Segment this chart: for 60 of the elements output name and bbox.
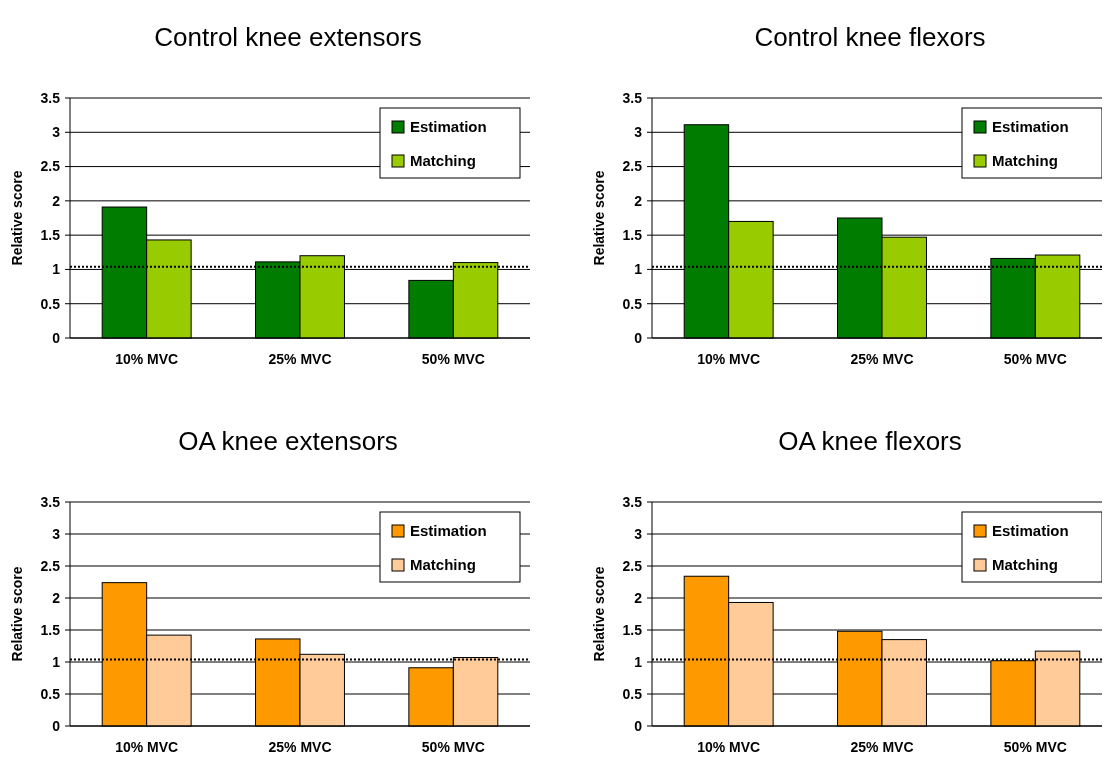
y-tick-label: 3 xyxy=(634,525,643,542)
chart-title: Control knee flexors xyxy=(754,22,986,52)
x-tick-label: 10% MVC xyxy=(697,351,761,367)
y-tick-label: 3 xyxy=(634,124,643,141)
y-tick-label: 0.5 xyxy=(40,685,61,702)
y-tick-label: 1.5 xyxy=(40,621,61,638)
y-tick-label: 0 xyxy=(52,717,61,734)
legend-label: Estimation xyxy=(410,118,487,136)
y-tick-label: 1.5 xyxy=(622,227,643,244)
y-tick-label: 0 xyxy=(634,329,643,346)
legend-label: Estimation xyxy=(992,522,1069,540)
x-tick-label: 25% MVC xyxy=(850,351,914,367)
y-tick-label: 0.5 xyxy=(40,295,61,312)
x-tick-label: 25% MVC xyxy=(268,351,332,367)
y-tick-label: 3 xyxy=(52,525,61,542)
y-tick-label: 2.5 xyxy=(40,557,61,574)
y-tick-label: 0 xyxy=(634,717,643,734)
legend-label: Matching xyxy=(410,556,476,574)
y-axis-title: Relative score xyxy=(9,566,25,662)
x-tick-label: 10% MVC xyxy=(115,739,179,755)
y-tick-label: 3.5 xyxy=(622,493,643,510)
x-tick-label: 50% MVC xyxy=(1003,739,1067,755)
y-tick-label: 2.5 xyxy=(622,158,643,175)
chart-title: Control knee extensors xyxy=(154,22,422,52)
x-tick-label: 50% MVC xyxy=(421,351,485,367)
x-tick-label: 50% MVC xyxy=(421,739,485,755)
y-tick-label: 3.5 xyxy=(40,89,61,106)
y-tick-label: 2.5 xyxy=(622,557,643,574)
legend-label: Matching xyxy=(992,556,1058,574)
y-tick-label: 3 xyxy=(52,124,61,141)
y-tick-label: 1.5 xyxy=(622,621,643,638)
y-tick-label: 2 xyxy=(634,589,643,606)
legend-label: Estimation xyxy=(410,522,487,540)
legend-label: Estimation xyxy=(992,118,1069,136)
y-tick-label: 0.5 xyxy=(622,685,643,702)
y-tick-label: 3.5 xyxy=(40,493,61,510)
y-tick-label: 1 xyxy=(52,261,61,278)
y-tick-label: 2.5 xyxy=(40,158,61,175)
x-tick-label: 10% MVC xyxy=(115,351,179,367)
legend-label: Matching xyxy=(992,152,1058,170)
x-tick-label: 25% MVC xyxy=(268,739,332,755)
y-axis-title: Relative score xyxy=(591,566,607,662)
y-tick-label: 1.5 xyxy=(40,227,61,244)
y-tick-label: 1 xyxy=(52,653,61,670)
y-axis-title: Relative score xyxy=(591,170,607,266)
x-tick-label: 50% MVC xyxy=(1003,351,1067,367)
y-axis-title: Relative score xyxy=(9,170,25,266)
chart-title: OA knee flexors xyxy=(778,426,962,456)
y-tick-label: 0 xyxy=(52,329,61,346)
y-tick-label: 1 xyxy=(634,261,643,278)
chart-title: OA knee extensors xyxy=(178,426,398,456)
y-tick-label: 2 xyxy=(634,192,643,209)
x-tick-label: 10% MVC xyxy=(697,739,761,755)
x-tick-label: 25% MVC xyxy=(850,739,914,755)
y-tick-label: 2 xyxy=(52,192,61,209)
y-tick-label: 1 xyxy=(634,653,643,670)
y-tick-label: 2 xyxy=(52,589,61,606)
y-tick-label: 0.5 xyxy=(622,295,643,312)
y-tick-label: 3.5 xyxy=(622,89,643,106)
legend-label: Matching xyxy=(410,152,476,170)
